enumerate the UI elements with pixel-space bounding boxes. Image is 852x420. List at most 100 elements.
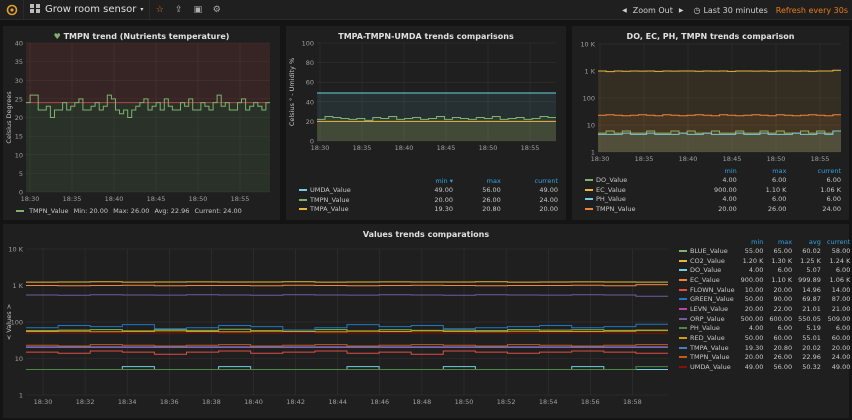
- legend-header-min[interactable]: min ▾: [435, 176, 454, 185]
- legend-series[interactable]: BLUE_Value: [676, 246, 738, 256]
- legend-series[interactable]: TMPN_Value: [676, 353, 738, 363]
- x-tick-label: 18:50: [455, 398, 474, 406]
- share-button[interactable]: ⇪: [169, 0, 188, 20]
- legend-series[interactable]: PH_Value: [582, 194, 687, 204]
- panel-title[interactable]: TMPA-TMPN-UMDA trends comparisons: [338, 32, 514, 41]
- legend-max: 26.00: [773, 353, 793, 362]
- panel-title[interactable]: Values trends comparations: [362, 230, 490, 239]
- legend-series[interactable]: DO_Value: [582, 175, 687, 185]
- legend-row[interactable]: TMPN_Value 20.00 26.00 24.00: [582, 204, 844, 214]
- zoom-out-button[interactable]: ◀ Zoom Out ▶: [616, 6, 689, 15]
- legend-row[interactable]: DO_Value 4.00 6.00 5.07 6.00: [676, 265, 852, 275]
- legend-row[interactable]: RED_Value 50.00 60.00 55.01 60.00: [676, 333, 852, 343]
- legend-row[interactable]: PH_Value 4.00 6.00 5.19 6.00: [676, 324, 852, 334]
- x-tick-label: 18:50: [189, 195, 208, 203]
- legend-row[interactable]: EC_Value 900.00 1.10 K 999.89 1.06 K: [676, 275, 852, 285]
- legend-header-max[interactable]: max: [772, 166, 787, 175]
- legend-series[interactable]: ORP_Value: [676, 314, 738, 324]
- legend-row[interactable]: EC_Value 900.00 1.10 K 1.06 K: [582, 185, 844, 195]
- y-tick-label: 25: [15, 95, 23, 103]
- legend-avg: 5.19: [806, 324, 821, 333]
- series-line-FLOWN_Value: [26, 350, 668, 355]
- legend-row[interactable]: ORP_Value 500.00 600.00 550.05 509.00: [676, 314, 852, 324]
- legend-series-name[interactable]: TMPN_Value: [29, 207, 69, 215]
- legend-min: 500.00: [740, 314, 764, 323]
- grafana-logo-icon[interactable]: [0, 0, 24, 20]
- legend-current: 14.00: [831, 285, 851, 294]
- do-ec-ph-chart[interactable]: 1 10 100 1 K 10 K 18:30 18:35 18:40 18:45 18:50 18…: [572, 26, 849, 220]
- legend-row[interactable]: CO2_Value 1.20 K 1.30 K 1.25 K 1.24 K: [676, 256, 852, 266]
- x-tick-label: 18:48: [413, 398, 432, 406]
- legend-series[interactable]: EC_Value: [676, 275, 738, 285]
- legend-row[interactable]: BLUE_Value 55.00 65.00 60.02 58.00: [676, 246, 852, 256]
- panel-title[interactable]: ♥ TMPN trend (Nutrients temperature): [53, 32, 230, 41]
- panel-title[interactable]: DO, EC, PH, TMPN trends comparison: [626, 32, 795, 41]
- tmpn-chart[interactable]: 0 5 10 15 20 25 30 35 40 18:30 18:35 18:40 18:45 18:5…: [3, 26, 280, 220]
- legend-series[interactable]: FLOWN_Value: [676, 285, 738, 295]
- series-line-PH_Value: [26, 366, 668, 370]
- legend-header-current[interactable]: current: [534, 176, 558, 185]
- dashboard-picker[interactable]: Grow room sensor ▾: [24, 0, 151, 20]
- legend-series[interactable]: TMPN_Value: [582, 204, 687, 214]
- legend-header-current[interactable]: current: [817, 166, 841, 175]
- legend-min: Min: 20.00: [73, 207, 109, 215]
- legend-header-max[interactable]: max: [486, 176, 501, 185]
- legend-current: 87.00: [831, 295, 851, 304]
- legend-swatch: [585, 207, 593, 210]
- legend-row[interactable]: TMPN_Value 20.00 26.00 24.00: [296, 195, 561, 205]
- legend-series[interactable]: TMPA_Value: [676, 343, 738, 353]
- y-tick-label: 80: [306, 59, 314, 67]
- legend-swatch: [585, 178, 593, 181]
- legend-series[interactable]: GREEN_Value: [676, 294, 738, 304]
- legend-header-max[interactable]: max: [777, 237, 793, 246]
- legend-row[interactable]: TMPN_Value 20.00 26.00 22.96 24.00: [676, 353, 852, 363]
- values-chart[interactable]: 1 10 100 1 K 10 K 18:30 18:32 18:34 18:36 18:38 18…: [3, 224, 849, 418]
- series-line-EC_Value: [26, 284, 668, 287]
- legend-current: 60.00: [831, 334, 851, 343]
- legend-row[interactable]: LEVN_Value 20.00 22.00 21.01 21.00: [676, 304, 852, 314]
- legend-series[interactable]: LEVN_Value: [676, 304, 738, 314]
- legend-series[interactable]: CO2_Value: [676, 256, 738, 266]
- legend-row[interactable]: FLOWN_Value 10.00 20.00 14.96 14.00: [676, 285, 852, 295]
- legend-series[interactable]: RED_Value: [676, 333, 738, 343]
- legend-series[interactable]: TMPN_Value: [296, 195, 408, 205]
- y-tick-label: 0: [310, 138, 314, 146]
- legend-header-min[interactable]: min: [751, 237, 764, 246]
- legend-row[interactable]: TMPA_Value 19.30 20.80 20.00: [296, 204, 561, 214]
- legend-row[interactable]: UMDA_Value 49.00 56.00 50.32 49.00: [676, 362, 852, 372]
- x-tick-label: 18:55: [521, 144, 540, 152]
- legend-min: 4.00: [748, 324, 764, 333]
- save-button[interactable]: ▣: [188, 0, 207, 20]
- legend-series[interactable]: UMDA_Value: [296, 185, 408, 195]
- x-tick-label: 18:40: [244, 398, 263, 406]
- legend-min: 49.00: [744, 363, 764, 372]
- values-legend-table: min max avg current BLUE_Value 55.00 65.00…: [676, 237, 850, 372]
- time-range-picker[interactable]: ◷ Last 30 minutes: [689, 6, 771, 15]
- legend-header-min[interactable]: min: [724, 166, 737, 175]
- legend-header-current[interactable]: current: [826, 237, 851, 246]
- dashboard-grid-icon: [30, 3, 40, 16]
- settings-button[interactable]: ⚙: [207, 0, 226, 20]
- legend-swatch: [679, 249, 687, 252]
- legend-row[interactable]: PH_Value 4.00 6.00 6.00: [582, 194, 844, 204]
- legend-series[interactable]: DO_Value: [676, 265, 738, 275]
- legend-series[interactable]: UMDA_Value: [676, 362, 738, 372]
- legend-max: 22.00: [773, 304, 793, 313]
- legend-swatch: [585, 188, 593, 191]
- legend-max: 6.00: [771, 175, 787, 184]
- legend-swatch: [679, 317, 687, 320]
- legend-header-avg[interactable]: avg: [808, 237, 821, 246]
- tmpa-chart[interactable]: 0 20 40 60 80 100 18:30 18:35 18:40 18:45 18:50 18:…: [286, 26, 566, 220]
- do-legend-table: min max current DO_Value 4.00 6.00 6.00 EC_V…: [582, 166, 844, 214]
- legend-series[interactable]: EC_Value: [582, 185, 687, 195]
- legend-row[interactable]: GREEN_Value 50.00 90.00 69.87 87.00: [676, 294, 852, 304]
- legend-series[interactable]: TMPA_Value: [296, 204, 408, 214]
- star-button[interactable]: ☆: [150, 0, 169, 20]
- legend-row[interactable]: DO_Value 4.00 6.00 6.00: [582, 175, 844, 185]
- legend-series[interactable]: PH_Value: [676, 324, 738, 334]
- legend-swatch: [585, 198, 593, 201]
- refresh-interval-label[interactable]: Refresh every 30s: [775, 5, 848, 15]
- legend-row[interactable]: UMDA_Value 49.00 56.00 49.00: [296, 185, 561, 195]
- dashboard-title: Grow room sensor: [45, 4, 137, 15]
- legend-row[interactable]: TMPA_Value 19.30 20.80 20.02 20.00: [676, 343, 852, 353]
